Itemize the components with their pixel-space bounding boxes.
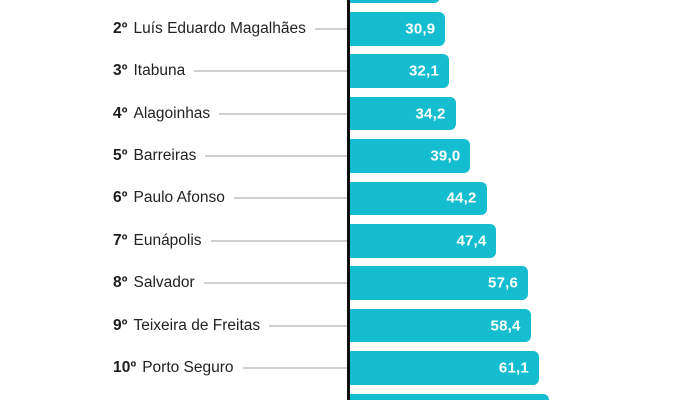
leader-line [242, 366, 347, 369]
value-label: 44,2 [446, 189, 477, 207]
category-label: 2º Luís Eduardo Magalhães [113, 12, 347, 46]
value-label: 39,0 [430, 147, 461, 165]
leader-line [269, 324, 347, 327]
leader-line [210, 239, 347, 242]
value-label: 34,2 [415, 105, 446, 123]
value-label: 57,6 [488, 274, 519, 292]
value-bar [349, 393, 549, 400]
bar-row [0, 393, 700, 400]
rank-label: 2º [113, 19, 128, 37]
city-label: Luís Eduardo Magalhães [133, 19, 306, 37]
value-bar: 34,2 [349, 96, 456, 131]
bar-row [0, 0, 700, 4]
city-label: Paulo Afonso [133, 189, 225, 207]
city-label: Alagoinhas [133, 104, 211, 122]
city-label: Teixeira de Freitas [133, 316, 261, 334]
value-bar [349, 0, 440, 4]
category-label: 8º Salvador [113, 266, 347, 300]
value-bar: 32,1 [349, 54, 449, 88]
value-label: 58,4 [490, 317, 521, 335]
category-label: 5º Barreiras [113, 139, 347, 173]
value-bar: 44,2 [349, 181, 487, 216]
city-label: Salvador [133, 274, 195, 292]
bar-row: 7º Eunápolis 47,4 [0, 224, 700, 258]
leader-line [205, 154, 347, 157]
city-label: Eunápolis [133, 231, 202, 249]
category-label: 3º Itabuna [113, 54, 347, 88]
bar-row: 2º Luís Eduardo Magalhães 30,9 [0, 12, 700, 46]
rank-label: 9º [113, 316, 128, 334]
value-bar: 47,4 [349, 224, 497, 258]
bar-row: 9º Teixeira de Freitas 58,4 [0, 308, 700, 343]
value-bar: 30,9 [349, 12, 446, 46]
rank-label: 5º [113, 146, 128, 164]
value-bar: 61,1 [349, 351, 539, 385]
rank-label: 8º [113, 274, 128, 292]
value-bar: 39,0 [349, 139, 471, 173]
value-bar: 57,6 [349, 266, 529, 300]
category-label: 9º Teixeira de Freitas [113, 309, 347, 343]
rank-label: 7º [113, 231, 128, 249]
bar-row: 10º Porto Seguro 61,1 [0, 351, 700, 385]
value-label: 30,9 [405, 20, 436, 38]
city-label: Porto Seguro [142, 358, 234, 376]
leader-line [219, 112, 347, 115]
leader-line [233, 197, 347, 200]
rank-label: 3º [113, 62, 128, 80]
rank-label: 4º [113, 104, 128, 122]
category-label: 4º Alagoinhas [113, 97, 347, 131]
value-label: 32,1 [409, 62, 439, 80]
category-label: 6º Paulo Afonso [113, 182, 347, 216]
bar-row: 6º Paulo Afonso 44,2 [0, 181, 700, 216]
bar-row: 5º Barreiras 39,0 [0, 139, 700, 173]
bar-row: 8º Salvador 57,6 [0, 266, 700, 300]
value-bar: 58,4 [349, 308, 531, 343]
city-label: Barreiras [133, 146, 197, 164]
bar-row: 3º Itabuna 32,1 [0, 54, 700, 88]
leader-line [203, 282, 347, 285]
bar-row: 4º Alagoinhas 34,2 [0, 96, 700, 131]
value-label: 61,1 [498, 359, 529, 377]
rank-label: 10º [113, 358, 137, 376]
leader-line [194, 70, 347, 73]
category-label: 7º Eunápolis [113, 224, 347, 258]
category-label: 10º Porto Seguro [113, 351, 347, 385]
rank-label: 6º [113, 189, 128, 207]
leader-line [314, 27, 347, 30]
city-label: Itabuna [133, 62, 186, 80]
value-label: 47,4 [456, 232, 487, 250]
y-axis-line [347, 0, 350, 400]
